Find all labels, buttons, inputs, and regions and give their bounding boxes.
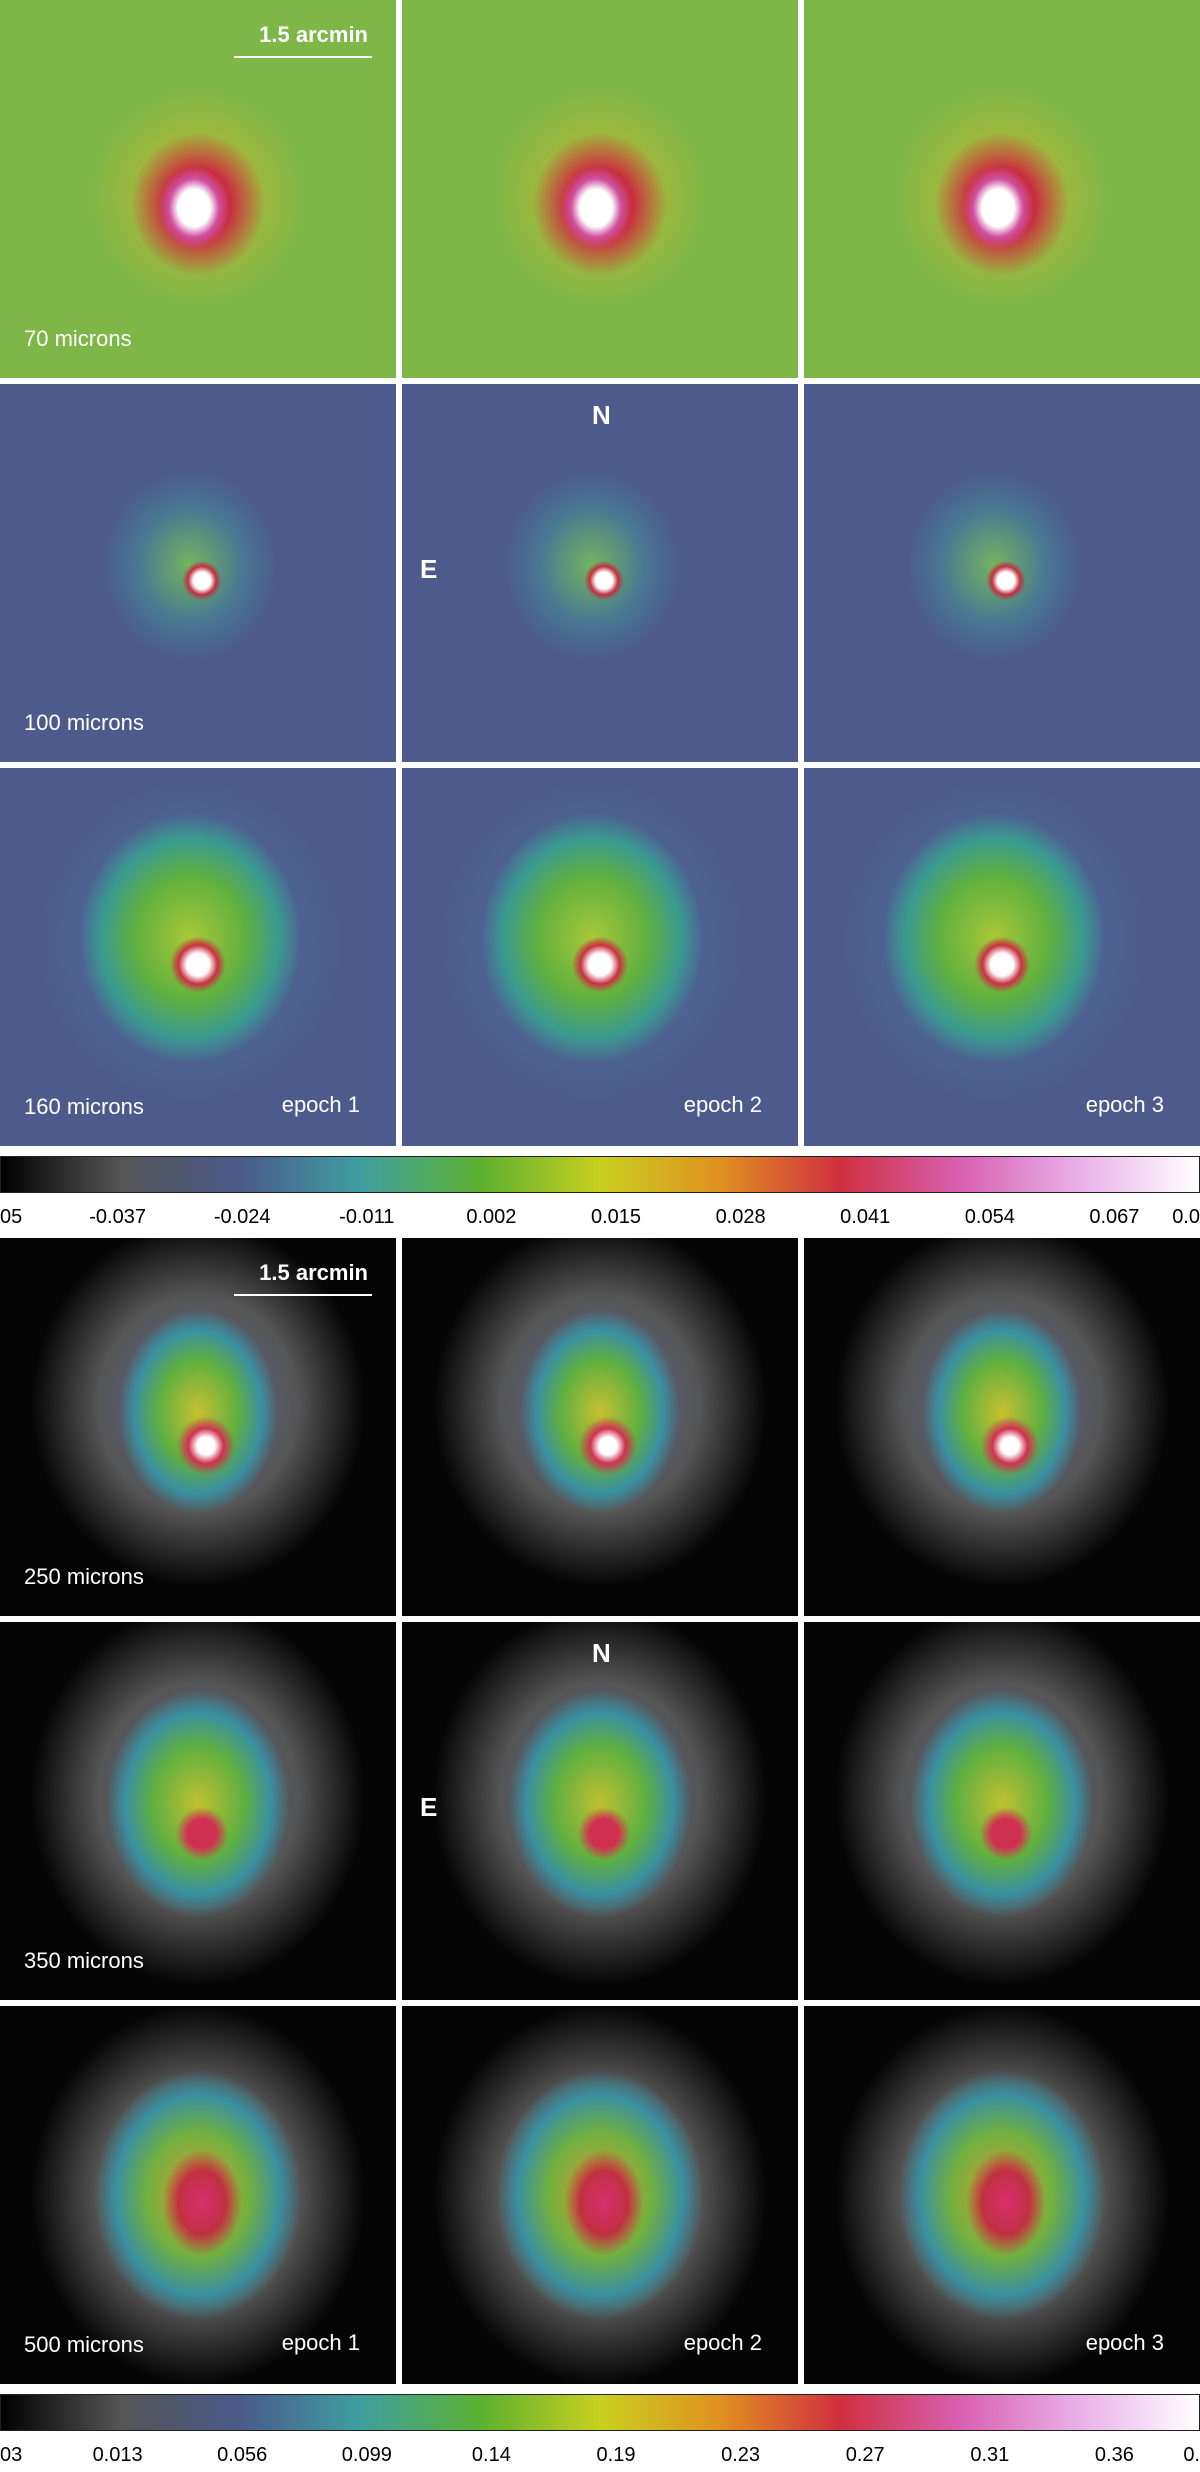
colorbar-tick-label: 0.0 — [1172, 1206, 1200, 1228]
image-panel: 500 microns epoch 1 — [0, 2006, 396, 2384]
colorbar-tick-label: -0.024 — [213, 1206, 271, 1228]
colorbar-tick-label: -0.011 — [339, 1206, 395, 1228]
colorbar-tick-label: 0.067 — [1089, 1206, 1140, 1228]
colorbar-tick-label: 0.14 — [471, 2444, 511, 2466]
epoch-label: epoch 1 — [281, 1092, 360, 1117]
image-panel: 70 microns 1.5 arcmin — [0, 0, 396, 378]
image-panel: 100 microns — [0, 384, 396, 762]
colorbar — [0, 2394, 1200, 2431]
colorbar-tick-label: 0.36 — [1094, 2444, 1134, 2466]
colorbar-tick-label: -0.037 — [89, 1206, 146, 1228]
image-panel — [804, 384, 1200, 762]
image-panel: epoch 3 — [804, 768, 1200, 1146]
compass-east: E — [420, 554, 438, 584]
scale-bar — [234, 1294, 372, 1296]
wavelength-label: 100 microns — [24, 710, 144, 735]
colorbar-tick-label: 03 — [0, 2444, 23, 2466]
image-panel: epoch 2 — [402, 2006, 798, 2384]
colorbar-tick-label: 0.23 — [721, 2444, 761, 2466]
colorbar-tick-label: 0.054 — [964, 1206, 1015, 1228]
wavelength-label: 350 microns — [24, 1948, 144, 1973]
colorbar-tick-label: 0. — [1183, 2444, 1200, 2466]
image-panel: 350 microns — [0, 1622, 396, 2000]
colorbar-tick-label: 0.27 — [845, 2444, 885, 2466]
epoch-label: epoch 1 — [281, 2330, 360, 2355]
image-panel: epoch 3 — [804, 2006, 1200, 2384]
wavelength-label: 70 microns — [24, 326, 132, 351]
colorbar-tick-label: 0.013 — [92, 2444, 143, 2466]
epoch-label: epoch 2 — [683, 2330, 762, 2355]
wavelength-label: 250 microns — [24, 1564, 144, 1589]
compass-east: E — [420, 1792, 438, 1822]
image-panel: 160 microns epoch 1 — [0, 768, 396, 1146]
image-panel — [402, 0, 798, 378]
colorbar-tick-label: 0.041 — [840, 1206, 891, 1228]
scale-bar-label: 1.5 arcmin — [259, 1260, 368, 1285]
epoch-label: epoch 3 — [1085, 1092, 1164, 1117]
image-panel — [402, 1238, 798, 1616]
image-panel — [804, 0, 1200, 378]
colorbar-tick-label: 05 — [0, 1206, 23, 1228]
colorbar-tick-label: 0.056 — [217, 2444, 268, 2466]
compass-north: N — [592, 1638, 611, 1668]
colorbar-tick-label: 0.19 — [596, 2444, 636, 2466]
epoch-label: epoch 3 — [1085, 2330, 1164, 2355]
colorbar — [0, 1156, 1200, 1193]
image-panel: epoch 2 — [402, 768, 798, 1146]
colorbar-tick-label: 0.002 — [466, 1206, 517, 1228]
colorbar-tick-label: 0.31 — [970, 2444, 1010, 2466]
epoch-label: epoch 2 — [683, 1092, 762, 1117]
colorbar-tick-label: 0.028 — [715, 1206, 766, 1228]
image-panel — [804, 1622, 1200, 2000]
scale-bar-label: 1.5 arcmin — [259, 22, 368, 47]
colorbar-tick-label: 0.099 — [341, 2444, 392, 2466]
compass-north: N — [592, 400, 611, 430]
image-panel: 250 microns 1.5 arcmin — [0, 1238, 396, 1616]
image-panel — [804, 1238, 1200, 1616]
wavelength-label: 500 microns — [24, 2332, 144, 2357]
colorbar-tick-label: 0.015 — [590, 1206, 642, 1228]
wavelength-label: 160 microns — [24, 1094, 144, 1119]
scale-bar — [234, 56, 372, 58]
